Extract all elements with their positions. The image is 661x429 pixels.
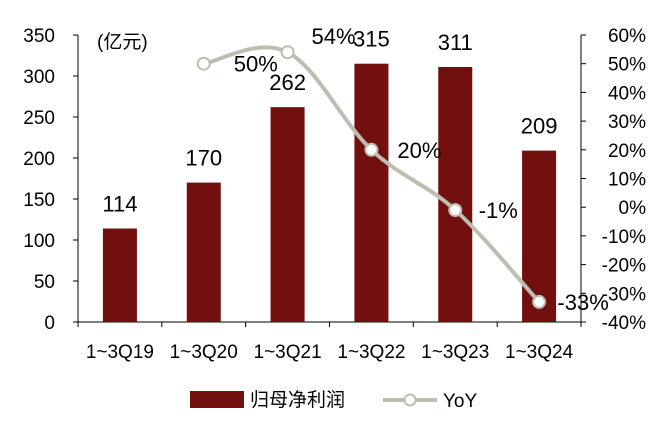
bar — [354, 63, 389, 322]
yoy-series — [196, 45, 547, 309]
y-left-tick-label: 200 — [23, 149, 55, 170]
legend-label-line: YoY — [443, 391, 477, 412]
y-left-tick-label: 0 — [44, 313, 55, 334]
yoy-data-label: -1% — [479, 198, 518, 223]
y-left-tick-label: 100 — [23, 231, 55, 252]
y-right-tick-label: -20% — [602, 256, 646, 277]
bar — [522, 150, 557, 322]
legend-label-bar: 归母净利润 — [250, 389, 345, 411]
y-right-tick-label: 50% — [608, 55, 646, 76]
bar-data-label: 170 — [185, 146, 222, 171]
yoy-data-label: -33% — [557, 290, 608, 315]
y-right-tick-label: 20% — [608, 141, 646, 162]
bar-data-label: 262 — [269, 70, 306, 95]
y-left-tick-label: 150 — [23, 190, 55, 211]
y-left-tick-label: 250 — [23, 108, 55, 129]
legend-swatch-bar — [190, 391, 244, 408]
yoy-marker — [532, 294, 547, 309]
chart-axes: 0 50 100 150 200 250 300 350 -40% -30% -20% -10% 0% 1… — [23, 26, 646, 363]
bar-data-label: 209 — [521, 114, 558, 139]
yoy-marker — [364, 142, 379, 157]
y-left-tick-label: 50 — [34, 272, 55, 293]
y-right-tick-label: 40% — [608, 83, 646, 104]
legend: 归母净利润 YoY — [190, 389, 477, 412]
bar — [270, 107, 305, 322]
y-right-tick-label: 60% — [608, 26, 646, 47]
y-left-tick-label: 350 — [23, 26, 55, 47]
y-right-tick-label: 0% — [619, 198, 647, 219]
yoy-marker — [448, 203, 463, 218]
yoy-data-label: 54% — [312, 24, 356, 49]
x-tick-label: 1~3Q20 — [170, 342, 238, 363]
bar-data-label: 311 — [438, 30, 473, 55]
x-tick-label: 1~3Q24 — [505, 342, 574, 363]
bar — [102, 228, 137, 322]
y-right-tick-label: 30% — [608, 112, 646, 133]
x-tick-label: 1~3Q23 — [421, 342, 489, 363]
y-left-tick-label: 300 — [23, 67, 55, 88]
bar — [438, 66, 473, 322]
yoy-marker — [196, 56, 211, 71]
bar-data-label: 315 — [353, 27, 390, 52]
unit-label: (亿元) — [97, 31, 148, 53]
data-labels: 114 170 262 315 311 209 50% 54% 20% -1% -33% — [102, 24, 608, 315]
bar-data-label: 114 — [102, 192, 137, 217]
yoy-data-label: 20% — [397, 138, 441, 163]
x-tick-label: 1~3Q19 — [86, 342, 154, 363]
bar — [186, 182, 221, 322]
x-tick-label: 1~3Q22 — [337, 342, 405, 363]
yoy-marker — [280, 45, 295, 60]
y-right-tick-label: -30% — [602, 284, 646, 305]
y-right-tick-label: 10% — [608, 170, 646, 191]
y-right-tick-label: -40% — [602, 313, 646, 334]
x-tick-label: 1~3Q21 — [254, 342, 322, 363]
legend-marker-line — [403, 393, 417, 407]
bar-series — [102, 63, 557, 322]
yoy-data-label: 50% — [234, 52, 278, 77]
y-right-tick-label: -10% — [602, 227, 646, 248]
